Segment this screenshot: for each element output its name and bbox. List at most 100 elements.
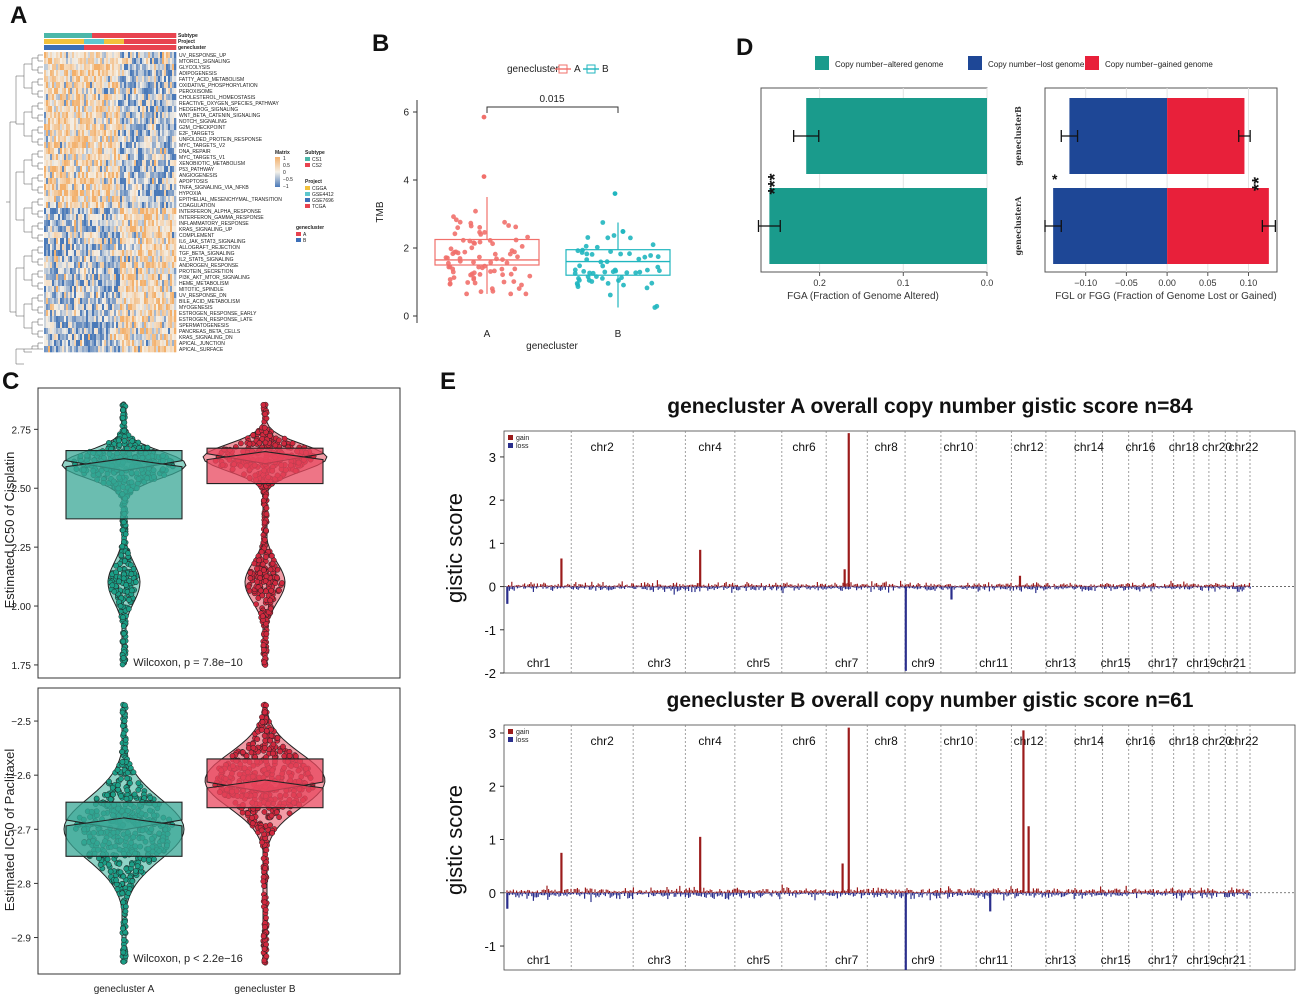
heatmap-cell — [76, 226, 79, 233]
heatmap-cell — [112, 334, 115, 341]
heatmap-cell — [88, 100, 91, 107]
heatmap-cell — [134, 322, 137, 329]
heatmap-cell — [110, 196, 113, 203]
heatmap-cell — [172, 274, 175, 281]
heatmap-cell — [128, 76, 131, 83]
heatmap-cell — [80, 268, 83, 275]
heatmap-cell — [136, 124, 139, 131]
heatmap-cell — [140, 250, 143, 257]
heatmap-cell — [160, 226, 163, 233]
heatmap-cell — [124, 262, 127, 269]
heatmap-cell — [134, 280, 137, 287]
heatmap-cell — [60, 172, 63, 179]
heatmap-cell — [78, 232, 81, 239]
heatmap-cell — [118, 208, 121, 215]
heatmap-cell — [140, 178, 143, 185]
heatmap-cell — [174, 148, 177, 155]
heatmap-cell — [168, 106, 171, 113]
heatmap-cell — [54, 292, 57, 299]
heatmap-cell — [90, 244, 93, 251]
heatmap-cell — [70, 166, 73, 173]
heatmap-cell — [148, 226, 151, 233]
heatmap-cell — [86, 274, 89, 281]
heatmap-cell — [104, 232, 107, 239]
heatmap-cell — [64, 106, 67, 113]
heatmap-cell — [118, 220, 121, 227]
annotation-cluster-cell — [154, 45, 157, 50]
heatmap-cell — [80, 184, 83, 191]
heatmap-cell — [112, 208, 115, 215]
heatmap-cell — [144, 148, 147, 155]
heatmap-cell — [152, 346, 155, 353]
heatmap-cell — [92, 106, 95, 113]
heatmap-cell — [154, 316, 157, 323]
heatmap-cell — [74, 280, 77, 287]
heatmap-cell — [108, 322, 111, 329]
heatmap-cell — [78, 112, 81, 119]
heatmap-cell — [126, 124, 129, 131]
heatmap-cell — [126, 76, 129, 83]
heatmap-cell — [154, 304, 157, 311]
heatmap-cell — [78, 76, 81, 83]
heatmap-cell — [92, 256, 95, 263]
heatmap-cell — [132, 190, 135, 197]
heatmap-cell — [90, 310, 93, 317]
heatmap-cell — [46, 190, 49, 197]
heatmap-cell — [120, 70, 123, 77]
data-point — [119, 415, 126, 421]
data-point — [471, 259, 476, 265]
heatmap-cell — [54, 154, 57, 161]
heatmap-cell — [98, 232, 101, 239]
error-bar — [1261, 220, 1277, 232]
heatmap-cell — [158, 208, 161, 215]
heatmap-cell — [166, 226, 169, 233]
heatmap-cell — [72, 232, 75, 239]
heatmap-cell — [106, 304, 109, 311]
heatmap-cell — [60, 322, 63, 329]
heatmap-cell — [54, 190, 57, 197]
annotation-project-cell — [148, 39, 151, 44]
heatmap-cell — [88, 142, 91, 149]
heatmap-cell — [154, 328, 157, 335]
heatmap-cell — [58, 298, 61, 305]
annotation-cluster-cell — [174, 45, 177, 50]
heatmap-cell — [90, 160, 93, 167]
heatmap-cell — [84, 136, 87, 143]
heatmap-cell — [148, 82, 151, 89]
heatmap-cell — [66, 88, 69, 95]
heatmap-cell — [108, 340, 111, 347]
heatmap-cell — [122, 142, 125, 149]
annotation-project-cell — [168, 39, 171, 44]
annotation-project-cell — [164, 39, 167, 44]
heatmap-cell — [120, 334, 123, 341]
data-point — [581, 269, 587, 274]
heatmap-cell — [44, 184, 47, 191]
heatmap-cell — [46, 148, 49, 155]
heatmap-cell — [90, 322, 93, 329]
heatmap-cell — [162, 64, 165, 71]
heatmap-cell — [120, 58, 123, 65]
heatmap-cell — [160, 274, 163, 281]
heatmap-cell — [118, 106, 121, 113]
annotation-subtype-cell — [50, 33, 53, 38]
data-point — [455, 225, 461, 231]
heatmap-cell — [156, 76, 159, 83]
heatmap-cell — [76, 160, 79, 167]
heatmap-row-label: APICAL_SURFACE — [179, 347, 224, 353]
heatmap-cell — [174, 130, 177, 137]
heatmap-cell — [164, 58, 167, 65]
heatmap-cell — [98, 148, 101, 155]
heatmap-cell — [48, 268, 51, 275]
heatmap-cell — [128, 340, 131, 347]
heatmap-cell — [58, 136, 61, 143]
heatmap-cell — [162, 166, 165, 173]
heatmap-cell — [58, 346, 61, 353]
heatmap-cell — [102, 232, 105, 239]
data-point — [500, 272, 505, 278]
heatmap-cell — [58, 100, 61, 107]
heatmap-cell — [152, 154, 155, 161]
heatmap-cell — [148, 124, 151, 131]
heatmap-cell — [160, 178, 163, 185]
heatmap-cell — [72, 106, 75, 113]
heatmap-cell — [134, 148, 137, 155]
